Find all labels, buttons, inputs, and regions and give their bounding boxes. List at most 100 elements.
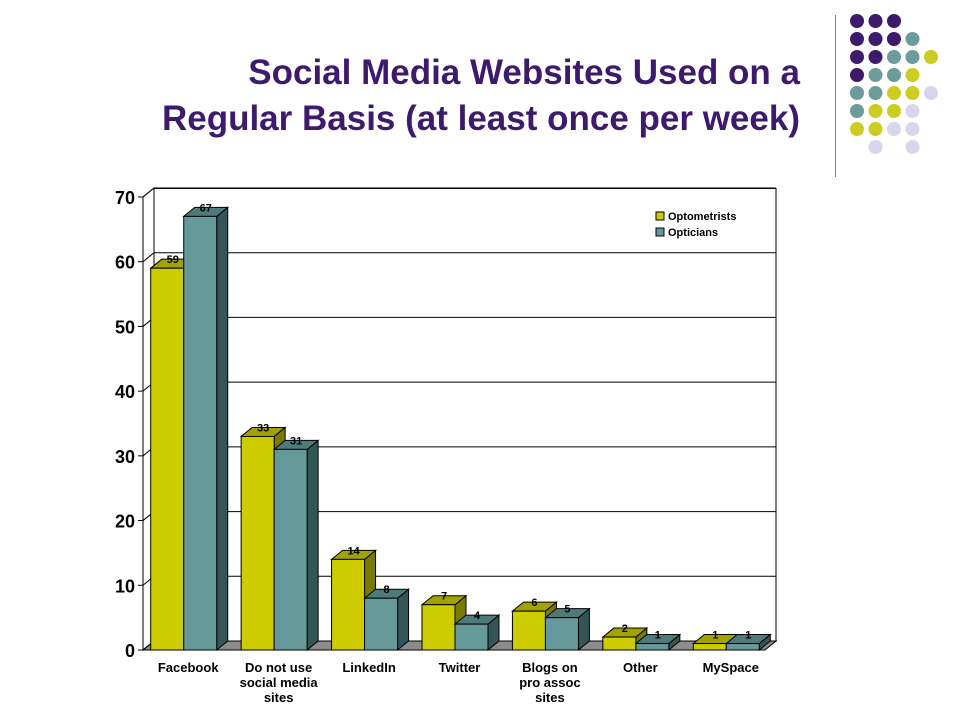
y-tick-label: 20 [115, 512, 135, 532]
bar-front [150, 267, 185, 651]
gridline-side [142, 252, 155, 263]
bar-front [454, 623, 489, 651]
y-tick-label: 60 [115, 253, 135, 273]
bar-front [692, 643, 727, 651]
bar-front [602, 636, 637, 651]
decorative-dot [850, 104, 864, 118]
decorative-dot [868, 14, 883, 28]
bar-front [364, 597, 399, 651]
decorative-dot [868, 122, 883, 136]
decorative-dot [905, 50, 920, 64]
data-label: 33 [257, 422, 269, 434]
decorative-dot [887, 32, 901, 46]
data-label: 5 [564, 604, 570, 616]
bar-front [511, 610, 546, 651]
decorative-dot [850, 122, 864, 136]
x-category-label: MySpace [703, 660, 759, 675]
y-tick-label: 10 [115, 576, 135, 596]
decorative-dot [905, 122, 920, 136]
bar-side [397, 588, 410, 652]
x-category-label: Facebook [158, 660, 219, 675]
x-category-label: sites [264, 690, 294, 705]
x-category-label: Other [623, 660, 658, 675]
decorative-dot [887, 104, 901, 118]
y-tick-label: 50 [115, 317, 135, 337]
bar-front [273, 448, 308, 651]
decorative-dot [924, 86, 938, 100]
x-category-label: Do not use [245, 660, 312, 675]
slide-title-line-1: Social Media Websites Used on a [248, 53, 800, 92]
data-label: 2 [622, 623, 628, 635]
data-label: 7 [441, 591, 447, 603]
x-category-label: Blogs on [522, 660, 578, 675]
legend-label: Opticians [668, 227, 718, 239]
bar-front [635, 643, 670, 651]
data-label: 4 [474, 610, 481, 622]
data-label: 1 [655, 630, 661, 642]
legend: Optometrists Opticians [655, 211, 736, 239]
bar [363, 588, 410, 652]
decorative-dot [850, 14, 864, 28]
bar-side [306, 439, 319, 652]
bar-front [421, 604, 456, 651]
bar [453, 614, 501, 652]
legend-swatch [655, 211, 665, 221]
x-category-label: sites [535, 690, 565, 705]
data-label: 59 [167, 254, 179, 266]
decorative-dot [850, 68, 864, 82]
plot-area [141, 186, 778, 652]
decorative-dot [905, 32, 920, 46]
bar [724, 633, 772, 652]
y-tick-label: 70 [115, 188, 135, 208]
decorative-dot [905, 68, 920, 82]
decorative-dot [868, 140, 883, 154]
bar-front [725, 643, 760, 651]
decorative-dot [868, 104, 883, 118]
data-label: 1 [745, 630, 751, 642]
decorative-dot [887, 86, 901, 100]
x-category-label: Twitter [439, 660, 481, 675]
decorative-dot [868, 32, 883, 46]
data-label: 6 [531, 597, 537, 609]
decorative-dot [887, 68, 901, 82]
x-category-label: LinkedIn [342, 660, 396, 675]
decorative-dot [850, 50, 864, 64]
slide-title: Social Media Websites Used on a Regular … [40, 50, 800, 142]
bar-front [544, 617, 579, 651]
bar [272, 439, 320, 652]
decorative-dot [868, 68, 883, 82]
decorative-dot [924, 50, 938, 64]
decorative-dot [887, 14, 901, 28]
decorative-dot-grid [850, 14, 938, 154]
bar [182, 206, 230, 652]
x-category-label: social media [240, 675, 319, 690]
y-tick-label: 40 [115, 382, 135, 402]
decorative-dot [905, 104, 920, 118]
data-label: 31 [290, 435, 302, 447]
decorative-dot [850, 86, 864, 100]
y-tick-label: 0 [125, 641, 135, 661]
bar-side [216, 206, 229, 652]
decorative-dot [887, 122, 901, 136]
slide-title-line-2: Regular Basis (at least once per week) [161, 99, 800, 138]
decorative-dot [905, 140, 920, 154]
decorative-divider-line [835, 15, 836, 177]
decorative-dot [905, 86, 920, 100]
bar [634, 633, 682, 652]
legend-label: Optometrists [668, 211, 736, 223]
data-label: 1 [712, 630, 718, 642]
legend-swatch [655, 227, 665, 237]
bar-front [240, 435, 275, 651]
decorative-dot [850, 32, 864, 46]
data-label: 14 [347, 545, 360, 557]
decorative-dot [868, 50, 883, 64]
bar-front [183, 215, 218, 651]
y-tick-label: 30 [115, 447, 135, 467]
decorative-dot [868, 86, 883, 100]
data-label: 8 [384, 584, 390, 596]
decorative-dot [887, 50, 901, 64]
bar [544, 607, 591, 652]
x-category-label: pro assoc [519, 675, 580, 690]
bar-front [331, 558, 366, 651]
